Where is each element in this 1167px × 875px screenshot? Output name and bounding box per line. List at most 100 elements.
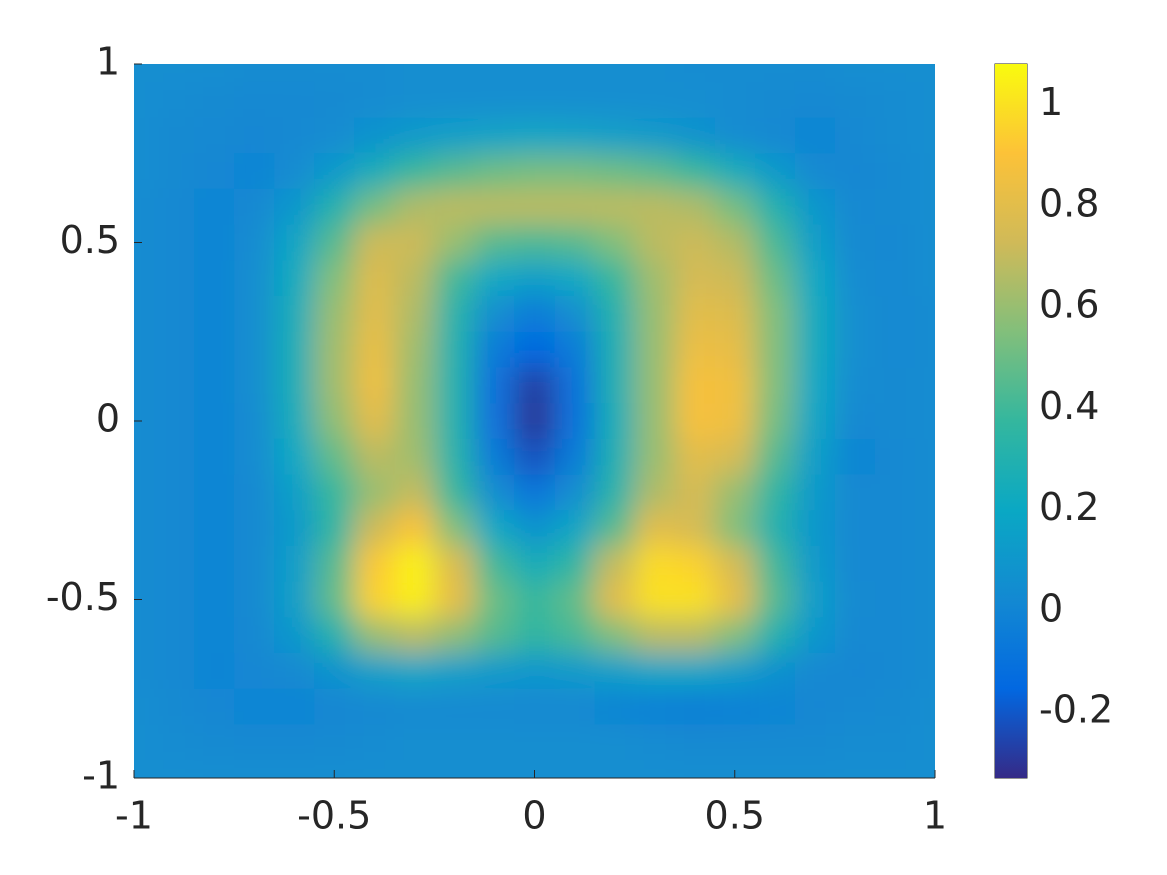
heatmap-cell <box>154 188 195 226</box>
heatmap-cell <box>194 81 235 119</box>
heatmap-cell <box>634 474 676 511</box>
heatmap-cell <box>354 64 395 83</box>
heatmap-cell <box>234 296 275 333</box>
heatmap-cell <box>914 153 935 190</box>
heatmap-cell <box>354 653 395 690</box>
heatmap-cell <box>314 403 355 440</box>
heatmap-cell <box>134 403 155 440</box>
heatmap-cell <box>234 510 275 547</box>
heatmap-cell <box>514 403 556 440</box>
colorbar <box>995 64 1027 778</box>
heatmap-cell <box>594 296 636 333</box>
colorbar-tick-label: 0.4 <box>1039 384 1099 428</box>
heatmap-cell <box>394 653 435 690</box>
heatmap-cell <box>754 510 796 547</box>
heatmap-cell <box>874 724 916 761</box>
heatmap-cell <box>434 438 475 476</box>
heatmap-cell <box>634 331 676 368</box>
heatmap-cell <box>554 403 596 440</box>
heatmap-cell <box>514 510 556 547</box>
heatmap-cell <box>594 224 636 261</box>
heatmap-cell <box>434 653 475 690</box>
heatmap-cell <box>234 760 275 778</box>
heatmap-cell <box>714 617 756 654</box>
heatmap-cell <box>634 438 676 476</box>
heatmap-cell <box>554 760 596 778</box>
heatmap-cell <box>874 653 916 690</box>
heatmap-cell <box>914 331 935 368</box>
heatmap-cell <box>274 581 315 618</box>
heatmap-cell <box>314 224 355 261</box>
heatmap-cell <box>794 224 836 261</box>
heatmap-cell <box>274 724 315 761</box>
heatmap-cell <box>834 510 876 547</box>
heatmap-cell <box>274 403 315 440</box>
heatmap-cell <box>234 581 275 618</box>
heatmap-cell <box>394 153 435 190</box>
heatmap-cell <box>134 64 155 83</box>
heatmap-cell <box>594 510 636 547</box>
heatmap-cell <box>914 724 935 761</box>
heatmap-cell <box>594 403 636 440</box>
heatmap-cell <box>314 653 355 690</box>
heatmap-cell <box>754 474 796 511</box>
heatmap-cell <box>594 367 636 404</box>
heatmap-cell <box>834 224 876 261</box>
heatmap-cell <box>874 331 916 368</box>
heatmap-cell <box>514 474 556 511</box>
heatmap-cell <box>914 260 935 297</box>
heatmap-cell <box>674 188 716 226</box>
heatmap-cell <box>134 510 155 547</box>
heatmap-cell <box>434 153 475 190</box>
heatmap-cell <box>194 260 235 297</box>
heatmap-cell <box>194 153 235 190</box>
heatmap-cell <box>234 688 275 725</box>
heatmap-cell <box>874 474 916 511</box>
heatmap-cell <box>154 331 195 368</box>
heatmap-cell <box>714 64 756 83</box>
heatmap-cell <box>714 724 756 761</box>
heatmap-cell <box>634 260 676 297</box>
heatmap-cell <box>554 153 596 190</box>
heatmap-cell <box>354 260 395 297</box>
heatmap-cell <box>794 724 836 761</box>
heatmap-cell <box>394 81 435 119</box>
heatmap-cell <box>674 81 716 119</box>
heatmap-cell <box>394 581 435 618</box>
heatmap-cell <box>514 438 556 476</box>
heatmap-cell <box>714 688 756 725</box>
heatmap-cell <box>714 153 756 190</box>
heatmap-cell <box>394 224 435 261</box>
heatmap-cell <box>314 81 355 119</box>
heatmap-cell <box>314 296 355 333</box>
heatmap-cell <box>834 581 876 618</box>
heatmap-cell <box>354 581 395 618</box>
heatmap-cell <box>234 653 275 690</box>
heatmap-cell <box>354 331 395 368</box>
heatmap-cell <box>194 688 235 725</box>
heatmap-cell <box>474 260 515 297</box>
heatmap-cell <box>794 117 836 154</box>
heatmap-cell <box>434 510 475 547</box>
heatmap-cell <box>314 617 355 654</box>
heatmap-cell <box>234 260 275 297</box>
heatmap-cell <box>794 81 836 119</box>
heatmap-cell <box>634 188 676 226</box>
colorbar-tick-label: 0.2 <box>1039 485 1099 529</box>
heatmap-cell <box>134 331 155 368</box>
heatmap-cell <box>554 296 596 333</box>
y-tick-label: 1 <box>96 40 120 84</box>
heatmap-cell <box>794 188 836 226</box>
heatmap-cell <box>394 64 435 83</box>
heatmap-cell <box>234 367 275 404</box>
heatmap-cell <box>234 438 275 476</box>
heatmap-cell <box>434 117 475 154</box>
heatmap-cell <box>434 331 475 368</box>
heatmap-cell <box>674 403 716 440</box>
heatmap-cell <box>714 367 756 404</box>
heatmap-cell <box>754 724 796 761</box>
heatmap-cell <box>354 153 395 190</box>
heatmap-cell <box>514 296 556 333</box>
x-tick-label: -0.5 <box>297 794 371 838</box>
heatmap-cell <box>314 474 355 511</box>
